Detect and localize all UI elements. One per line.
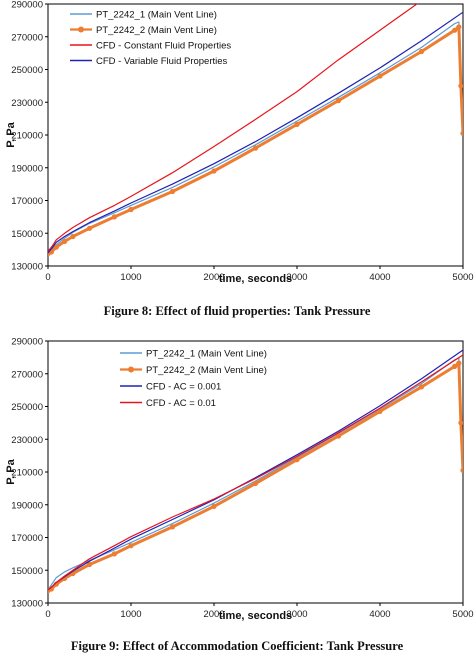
series-2-point xyxy=(70,233,76,240)
y-tick-label: 290000 xyxy=(11,0,43,11)
series-2-point xyxy=(458,420,463,426)
series-line-4 xyxy=(48,11,463,254)
series-2-point xyxy=(169,524,176,530)
y-tick-label: 210000 xyxy=(11,468,43,479)
x-tick-label: 1000 xyxy=(120,272,141,283)
legend: PT_2242_1 (Main Vent Line) PT_2242_2 (Mai… xyxy=(120,349,267,409)
series-2-point xyxy=(252,480,259,487)
y-tick-label: 270000 xyxy=(11,369,43,380)
figure-caption: Figure 9: Effect of Accommodation Coeffi… xyxy=(71,639,404,653)
series-2-point xyxy=(53,244,59,250)
y-tick-label: 250000 xyxy=(11,402,43,413)
legend-label-2: PT_2242_2 (Main Vent Line) xyxy=(96,25,217,36)
series-2-point xyxy=(335,433,342,439)
series-group xyxy=(48,4,463,257)
legend: PT_2242_1 (Main Vent Line) PT_2242_2 (Mai… xyxy=(70,10,231,67)
legend-label-2: PT_2242_2 (Main Vent Line) xyxy=(146,365,267,376)
series-group xyxy=(48,349,463,594)
legend-marker-2 xyxy=(78,26,84,33)
series-2-point xyxy=(456,24,462,30)
series-2-point xyxy=(377,73,383,79)
series-2-point xyxy=(169,188,176,195)
series-2-point xyxy=(294,121,300,127)
y-tick-label: 150000 xyxy=(11,566,43,577)
plot-frame xyxy=(47,340,464,604)
y-tick-label: 290000 xyxy=(11,337,43,348)
y-tick-label: 130000 xyxy=(11,262,43,273)
legend-label-4: CFD - Variable Fluid Properties xyxy=(96,56,228,67)
series-2-point xyxy=(335,98,342,104)
series-line-4 xyxy=(48,354,463,591)
series-2-point xyxy=(111,551,117,557)
series-2-point xyxy=(53,581,59,587)
y-tick-label: 190000 xyxy=(11,163,43,174)
x-tick-label: 1000 xyxy=(120,609,141,620)
series-2-point xyxy=(86,561,93,568)
x-tick-label: 4000 xyxy=(369,272,390,283)
y-tick-label: 210000 xyxy=(11,131,43,142)
series-line-2 xyxy=(48,361,463,593)
x-tick-label: 0 xyxy=(45,609,50,620)
series-2-point xyxy=(460,467,463,473)
series-2-point xyxy=(211,168,217,174)
series-line-3 xyxy=(48,349,463,591)
series-2-point xyxy=(452,27,458,33)
legend-label-1: PT_2242_1 (Main Vent Line) xyxy=(96,10,217,21)
legend-label-1: PT_2242_1 (Main Vent Line) xyxy=(146,349,267,360)
y-tick-label: 250000 xyxy=(11,65,43,76)
series-2-point xyxy=(418,48,425,55)
series-2-point xyxy=(86,225,93,231)
x-tick-label: 5000 xyxy=(452,272,473,283)
figure-caption: Figure 8: Effect of fluid properties: Ta… xyxy=(104,304,371,318)
series-2-point xyxy=(128,206,134,213)
x-axis-label: time, seconds xyxy=(219,273,292,285)
legend-label-3: CFD - Constant Fluid Properties xyxy=(96,41,231,52)
series-line-1 xyxy=(48,21,463,254)
series-2-point xyxy=(62,238,68,245)
series-2-point xyxy=(452,363,458,369)
series-2-point xyxy=(460,130,463,136)
chart-figure-9: 130000 150000 170000 190000 210000 230000 2500… xyxy=(5,337,474,654)
chart-figure-8: 130000 150000 170000 190000 210000 230000 2500… xyxy=(5,0,474,318)
series-2-point xyxy=(458,83,463,89)
x-tick-label: 0 xyxy=(45,272,50,283)
y-tick-label: 190000 xyxy=(11,500,43,511)
y-tick-label: 130000 xyxy=(11,599,43,610)
x-tick-label: 3000 xyxy=(286,609,307,620)
x-tick-label: 5000 xyxy=(452,609,473,620)
y-tick-label: 170000 xyxy=(11,196,43,207)
series-2-point xyxy=(111,214,117,220)
x-tick-label: 4000 xyxy=(369,609,390,620)
x-tick-label: 2000 xyxy=(203,609,224,620)
series-2-point xyxy=(418,384,425,390)
legend-marker-2 xyxy=(128,366,134,373)
y-tick-label: 150000 xyxy=(11,229,43,240)
legend-label-3: CFD - AC = 0.001 xyxy=(146,382,221,393)
x-tick-label: 2000 xyxy=(203,272,224,283)
y-tick-label: 270000 xyxy=(11,32,43,43)
series-2-point xyxy=(252,145,259,151)
series-2-point xyxy=(377,408,383,415)
y-tick-label: 230000 xyxy=(11,435,43,446)
series-2-point xyxy=(128,543,134,549)
x-axis-label: time, seconds xyxy=(219,610,292,622)
y-axis-label: P, Pa xyxy=(5,121,17,147)
legend-label-4: CFD - AC = 0.01 xyxy=(146,398,216,409)
series-2-point xyxy=(456,360,462,366)
x-tick-label: 3000 xyxy=(286,272,307,283)
y-tick-label: 230000 xyxy=(11,98,43,109)
y-tick-label: 170000 xyxy=(11,533,43,544)
series-2-point xyxy=(211,503,217,509)
y-axis-label: P, Pa xyxy=(5,458,17,484)
series-2-point xyxy=(294,457,300,463)
series-line-3 xyxy=(48,4,418,252)
